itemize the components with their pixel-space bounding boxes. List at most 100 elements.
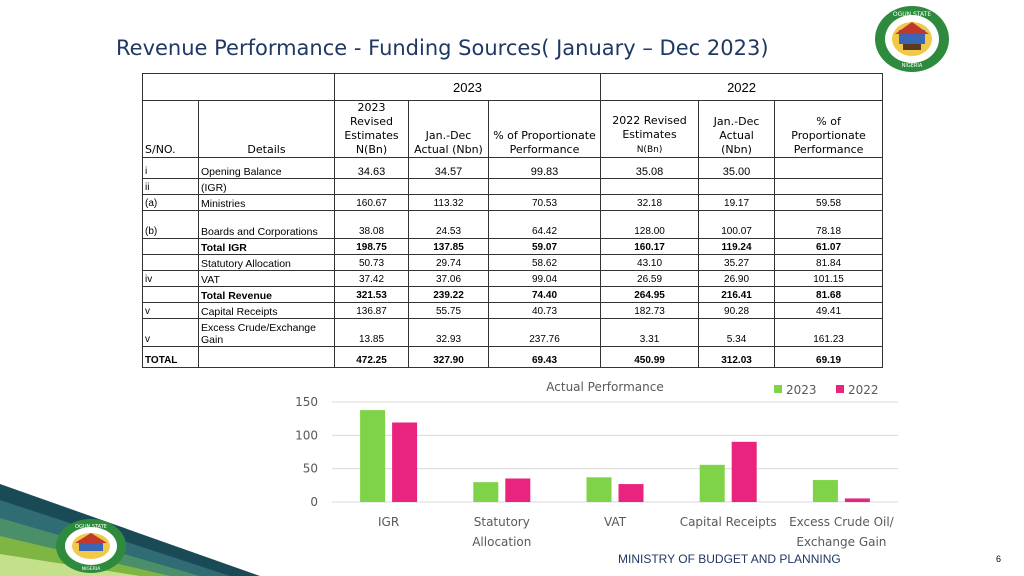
- table-cell-pct2023: 74.40: [487, 286, 602, 303]
- ogun-state-seal-top: OGUN STATE NIGERIA: [875, 6, 949, 72]
- table-row: (b) Boards and Corporations 38.08 24.53 64.4…: [142, 210, 884, 239]
- year-header-2023: 2023: [333, 73, 602, 101]
- table-row: iv VAT 37.42 37.06 99.04 26.59 26.90 101.15: [142, 270, 884, 287]
- table-cell-act2022: 312.03: [698, 346, 776, 368]
- table-cell-sno: [142, 286, 199, 303]
- table-cell-pct2023: 59.07: [487, 238, 602, 255]
- table-cell-pct2023: 70.53: [487, 194, 602, 211]
- svg-text:NIGERIA: NIGERIA: [902, 63, 923, 69]
- table-cell-rev2022: 43.10: [600, 254, 700, 271]
- table-cell-sno: TOTAL: [142, 346, 199, 368]
- table-cell-details: Opening Balance: [198, 157, 335, 179]
- table-cell-rev2022: 264.95: [600, 286, 700, 303]
- corner-swoosh-decoration: [0, 484, 260, 576]
- table-cell-act2023: 239.22: [408, 286, 489, 303]
- table-cell-pct2023: 69.43: [487, 346, 602, 368]
- table-cell-pct2023: [487, 178, 602, 195]
- table-cell-pct2022: 61.07: [774, 238, 884, 255]
- table-cell-details: Statutory Allocation: [198, 254, 335, 271]
- table-row: Total IGR 198.75 137.85 59.07 160.17 119.24 61…: [142, 238, 884, 255]
- table-cell-rev2022: 450.99: [600, 346, 700, 368]
- table-cell-sno: i: [142, 157, 199, 179]
- table-row: i Opening Balance 34.63 34.57 99.83 35.08 35.0…: [142, 157, 884, 179]
- table-cell-details: Capital Receipts: [198, 302, 335, 319]
- table-cell-pct2023: 99.04: [487, 270, 602, 287]
- col-header-details: Details: [198, 100, 335, 158]
- x-tick-label: VAT: [604, 515, 627, 529]
- legend-label-2023: 2023: [786, 383, 817, 397]
- table-cell-act2022: 216.41: [698, 286, 776, 303]
- table-cell-rev2022: 26.59: [600, 270, 700, 287]
- table-cell-act2022: 90.28: [698, 302, 776, 319]
- bar-2023-3: [699, 464, 725, 502]
- blank-header-cell: [142, 73, 335, 101]
- col-header-2023-pct: % of Proportionate Performance: [487, 100, 602, 158]
- table-cell-rev2023: 34.63: [334, 157, 409, 179]
- table-row: v Capital Receipts 136.87 55.75 40.73 182.73 9…: [142, 302, 884, 319]
- table-cell-pct2023: 64.42: [487, 210, 602, 239]
- column-header-row: S/NO. Details 2023 Revised Estimates N(Bn) …: [142, 100, 884, 158]
- table-cell-act2022: [698, 178, 776, 195]
- table-cell-rev2022: 160.17: [600, 238, 700, 255]
- col-header-2022-actual: Jan.-Dec Actual (Nbn): [698, 100, 776, 158]
- year-header-2022: 2022: [600, 73, 884, 101]
- col-header-2023-actual: Jan.-Dec Actual (Nbn): [408, 100, 489, 158]
- table-cell-act2023: 32.93: [408, 318, 489, 347]
- table-cell-act2023: 55.75: [408, 302, 489, 319]
- table-row: v Excess Crude/Exchange Gain 13.85 32.93 237…: [142, 318, 884, 347]
- table-cell-rev2022: [600, 178, 700, 195]
- table-cell-sno: (b): [142, 210, 199, 239]
- revenue-table: 2023 2022 S/NO. Details 2023 Revised Estim…: [142, 73, 884, 368]
- table-cell-rev2023: 321.53: [334, 286, 409, 303]
- table-cell-details: Excess Crude/Exchange Gain: [198, 318, 335, 347]
- table-row: ii (IGR): [142, 178, 884, 195]
- table-cell-act2023: 34.57: [408, 157, 489, 179]
- table-cell-details: Boards and Corporations: [198, 210, 335, 239]
- slide-title: Revenue Performance - Funding Sources( J…: [116, 36, 769, 60]
- bar-2023-0: [360, 410, 386, 502]
- table-cell-rev2022: 182.73: [600, 302, 700, 319]
- table-cell-details: VAT: [198, 270, 335, 287]
- y-tick-label: 100: [295, 428, 318, 442]
- table-cell-act2022: 35.27: [698, 254, 776, 271]
- col-header-2022-revised: 2022 Revised Estimates N(Bn): [600, 100, 700, 158]
- table-cell-act2023: 29.74: [408, 254, 489, 271]
- svg-text:OGUN STATE: OGUN STATE: [75, 524, 107, 530]
- table-cell-act2023: 37.06: [408, 270, 489, 287]
- x-tick-label: Statutory: [474, 515, 530, 529]
- table-cell-details: Total Revenue: [198, 286, 335, 303]
- table-cell-pct2022: 81.68: [774, 286, 884, 303]
- table-cell-rev2022: 128.00: [600, 210, 700, 239]
- table-row: Total Revenue 321.53 239.22 74.40 264.95 216.…: [142, 286, 884, 303]
- table-cell-act2022: 19.17: [698, 194, 776, 211]
- table-cell-sno: iv: [142, 270, 199, 287]
- table-cell-act2022: 26.90: [698, 270, 776, 287]
- col-header-sno: S/NO.: [142, 100, 199, 158]
- bar-2022-1: [505, 478, 531, 502]
- table-cell-details: (IGR): [198, 178, 335, 195]
- table-cell-rev2023: 160.67: [334, 194, 409, 211]
- x-tick-label: Excess Crude Oil/: [789, 515, 895, 529]
- table-cell-rev2022: 35.08: [600, 157, 700, 179]
- page-number: 6: [996, 554, 1002, 564]
- bar-2022-0: [392, 422, 418, 502]
- table-cell-rev2023: 37.42: [334, 270, 409, 287]
- bar-2022-2: [618, 484, 644, 502]
- legend-label-2022: 2022: [848, 383, 879, 397]
- col-header-2022-pct: % of Proportionate Performance: [774, 100, 884, 158]
- table-cell-rev2023: 198.75: [334, 238, 409, 255]
- bar-2023-1: [473, 482, 499, 502]
- revenue-table-body: i Opening Balance 34.63 34.57 99.83 35.08 35.0…: [142, 157, 884, 368]
- table-cell-details: [198, 346, 335, 368]
- table-cell-rev2023: 38.08: [334, 210, 409, 239]
- table-cell-pct2022: 59.58: [774, 194, 884, 211]
- table-cell-pct2022: 69.19: [774, 346, 884, 368]
- table-cell-sno: [142, 238, 199, 255]
- table-cell-rev2023: 50.73: [334, 254, 409, 271]
- table-cell-details: Ministries: [198, 194, 335, 211]
- year-header-row: 2023 2022: [142, 73, 884, 101]
- table-cell-sno: (a): [142, 194, 199, 211]
- svg-text:OGUN STATE: OGUN STATE: [893, 11, 931, 18]
- ogun-state-seal-bottom: OGUN STATE NIGERIA: [56, 519, 126, 573]
- table-cell-pct2022: [774, 178, 884, 195]
